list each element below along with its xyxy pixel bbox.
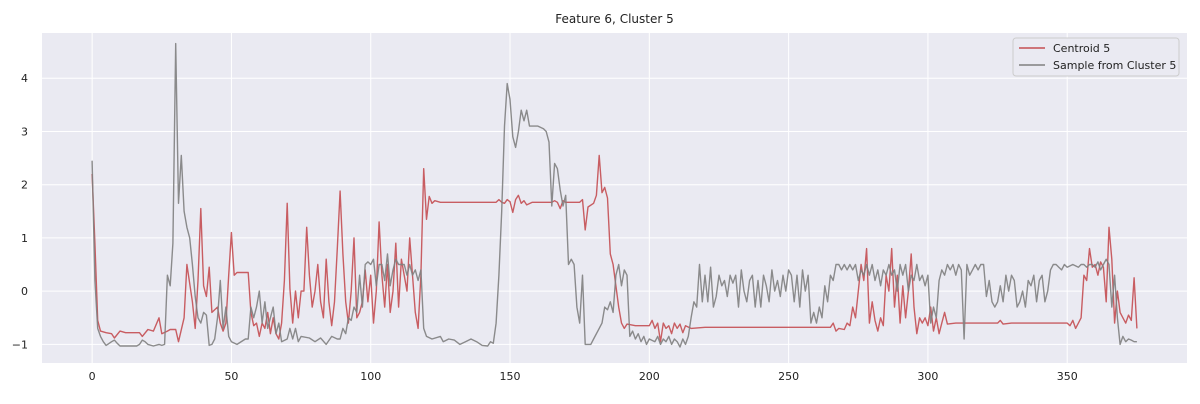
y-tick-label: 3 (21, 125, 28, 138)
x-tick-label: 0 (89, 370, 96, 383)
y-tick-label: 4 (21, 72, 28, 85)
legend-label-sample: Sample from Cluster 5 (1053, 59, 1176, 72)
y-tick-labels: −1 0 1 2 3 4 (12, 72, 28, 351)
sample-series-line (91, 42, 1137, 348)
y-tick-label: −1 (12, 338, 28, 351)
grid-lines (42, 33, 1187, 363)
x-tick-label: 300 (917, 370, 938, 383)
x-tick-labels: 0 50 100 150 200 250 300 350 (89, 370, 1078, 383)
chart-title: Feature 6, Cluster 5 (555, 12, 673, 26)
legend-box (1012, 37, 1180, 77)
x-tick-label: 200 (639, 370, 660, 383)
x-tick-label: 50 (224, 370, 238, 383)
x-tick-label: 250 (778, 370, 799, 383)
plot-area (42, 33, 1187, 363)
y-tick-label: 2 (21, 179, 28, 192)
x-tick-label: 350 (1057, 370, 1078, 383)
x-tick-label: 100 (360, 370, 381, 383)
legend: Centroid 5 Sample from Cluster 5 (1012, 37, 1180, 77)
y-tick-label: 0 (21, 285, 28, 298)
y-tick-label: 1 (21, 232, 28, 245)
series-lines (91, 42, 1138, 348)
legend-label-centroid: Centroid 5 (1053, 42, 1110, 55)
centroid-series-line (91, 154, 1138, 343)
x-tick-label: 150 (500, 370, 521, 383)
